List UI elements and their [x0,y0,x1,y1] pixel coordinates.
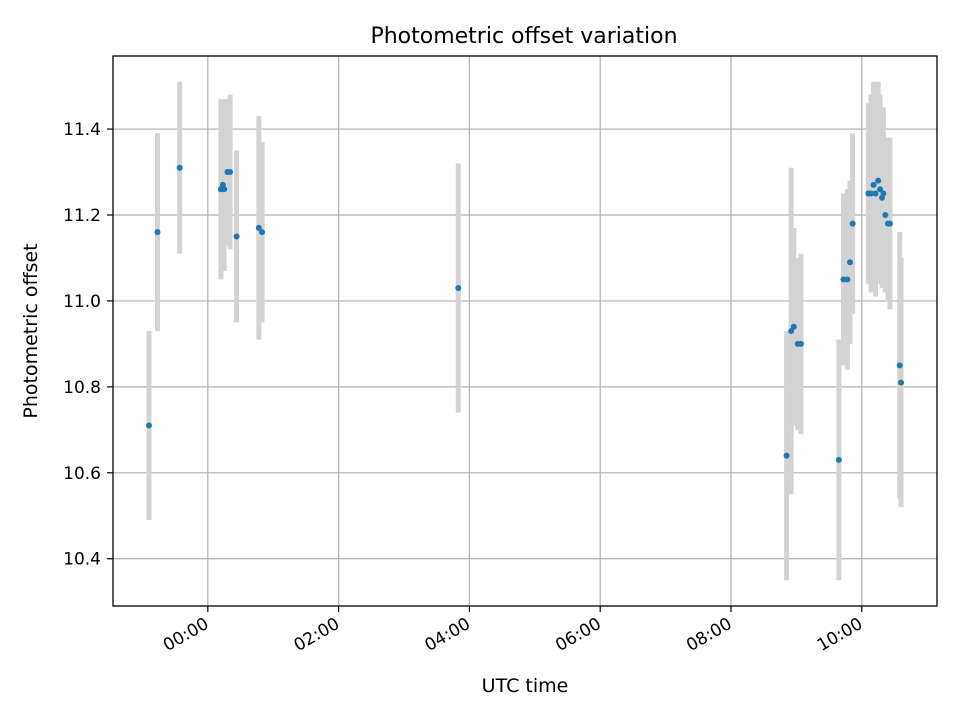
data-point [847,259,854,266]
data-point [255,224,262,231]
data-point [835,456,842,463]
y-tick-label: 11.0 [63,292,101,312]
y-axis-ticks: 10.4 10.6 10.8 11.0 11.2 11.4 [63,120,113,570]
grid-lines [113,56,937,606]
x-axis-label: UTC time [482,675,569,697]
data-point [898,379,905,386]
data-point [455,285,462,292]
y-tick-label: 10.8 [63,378,101,398]
data-point [154,229,161,236]
y-tick-label: 10.4 [63,550,101,570]
data-point [877,186,884,193]
data-point [145,422,152,429]
y-tick-label: 11.2 [63,206,101,226]
x-axis-ticks: 00:00 02:00 04:00 06:00 08:00 10:00 [160,606,866,656]
data-point [790,323,797,330]
data-points [145,164,905,463]
x-tick-label: 08:00 [683,614,735,656]
data-point [882,211,889,218]
x-tick-label: 04:00 [421,614,473,656]
data-point [880,190,887,197]
y-axis-label: Photometric offset [20,243,42,418]
data-point [867,190,874,197]
data-point [875,177,882,184]
data-point [896,362,903,369]
data-point [783,452,790,459]
data-point [259,229,266,236]
data-point [788,328,795,334]
data-point [844,276,851,283]
axes-frame [112,55,938,607]
data-point [870,181,877,188]
x-tick-label: 10:00 [814,614,866,656]
y-tick-label: 11.4 [63,120,101,140]
data-point [849,220,856,227]
data-point [176,164,183,171]
data-point [872,190,879,197]
data-point [233,233,240,240]
x-tick-label: 00:00 [160,614,212,656]
chart-title: Photometric offset variation [370,24,677,49]
data-point [227,169,234,176]
data-point [886,220,893,227]
data-point [797,340,804,347]
x-tick-label: 02:00 [291,614,343,656]
y-tick-label: 10.6 [63,464,101,484]
x-tick-label: 06:00 [552,614,604,656]
data-point [221,186,228,193]
